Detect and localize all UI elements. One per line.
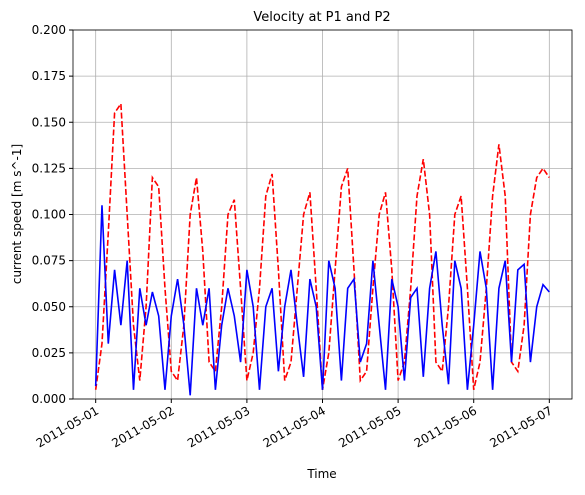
chart-title: Velocity at P1 and P2 [253, 10, 390, 25]
y-tick-label: 0.000 [32, 392, 66, 406]
x-tick-label: 2011-05-04 [261, 403, 328, 450]
x-tick-label: 2011-05-07 [487, 403, 554, 450]
y-tick-label: 0.100 [32, 208, 66, 222]
y-axis-label: current speed [m s^-1] [10, 144, 24, 284]
x-tick-label: 2011-05-06 [412, 403, 479, 450]
y-tick-label: 0.075 [32, 254, 66, 268]
y-tick-label: 0.150 [32, 115, 66, 129]
x-tick-label: 2011-05-05 [336, 403, 403, 450]
y-tick-label: 0.175 [32, 69, 66, 83]
data-line [94, 205, 550, 396]
y-tick-label: 0.050 [32, 300, 66, 314]
x-axis-label: Time [306, 467, 336, 481]
y-tick-label: 0.125 [32, 161, 66, 175]
x-tick-label: 2011-05-02 [109, 403, 176, 450]
y-tick-label: 0.025 [32, 346, 66, 360]
plot-frame [72, 29, 573, 400]
x-tick-label: 2011-05-01 [34, 403, 101, 450]
x-tick-label: 2011-05-03 [185, 403, 252, 450]
y-tick-label: 0.200 [32, 23, 66, 37]
